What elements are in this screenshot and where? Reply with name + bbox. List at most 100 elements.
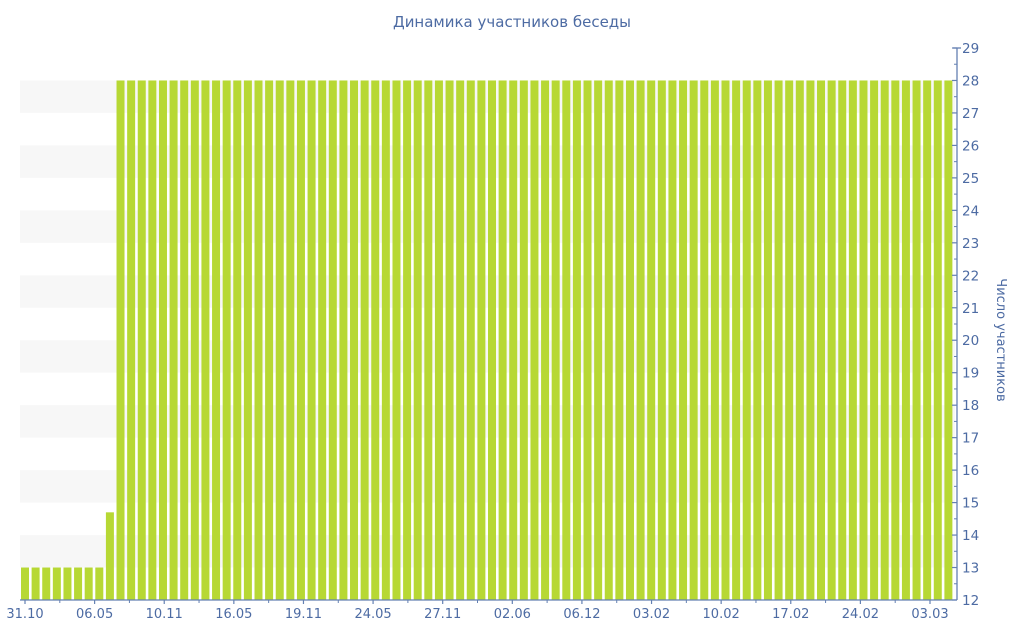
bar [63, 567, 72, 600]
bar [413, 80, 422, 601]
bar [732, 80, 741, 601]
bar [105, 512, 114, 600]
bar [95, 567, 104, 600]
bar [127, 80, 136, 601]
bar [774, 80, 783, 601]
x-tick-label: 02.06 [494, 607, 531, 622]
bar [817, 80, 826, 601]
bar [318, 80, 327, 601]
x-tick-label: 06.12 [563, 607, 600, 622]
bar [180, 80, 189, 601]
bar [710, 80, 719, 601]
bar [328, 80, 337, 601]
bar [615, 80, 624, 601]
bar [604, 80, 613, 601]
bar [445, 80, 454, 601]
y-tick-label: 21 [962, 301, 979, 317]
bar [381, 80, 390, 601]
bar [424, 80, 433, 601]
bar [456, 80, 465, 601]
bar [466, 80, 475, 601]
y-axis-title: Число участников [993, 278, 1008, 401]
y-tick-label: 29 [962, 41, 979, 57]
bar [265, 80, 274, 601]
x-tick-label: 19.11 [285, 607, 322, 622]
bar [243, 80, 252, 601]
x-tick-label: 10.11 [146, 607, 183, 622]
bar [901, 80, 910, 601]
bar [403, 80, 412, 601]
bar [753, 80, 762, 601]
bar [891, 80, 900, 601]
bar [52, 567, 61, 600]
bar [583, 80, 592, 601]
bar [116, 80, 125, 601]
x-tick-label: 10.02 [703, 607, 740, 622]
y-tick-label: 28 [962, 73, 979, 89]
x-tick-label: 24.05 [354, 607, 391, 622]
bar [137, 80, 146, 601]
bar [434, 80, 443, 601]
y-tick-label: 13 [962, 561, 979, 577]
bar [212, 80, 221, 601]
bar [848, 80, 857, 601]
bar [371, 80, 380, 601]
bar [148, 80, 157, 601]
y-tick-label: 23 [962, 236, 979, 252]
bar [594, 80, 603, 601]
bar [668, 80, 677, 601]
bar [307, 80, 316, 601]
y-tick-label: 18 [962, 398, 979, 414]
y-tick-label: 27 [962, 106, 979, 122]
bar [190, 80, 199, 601]
x-tick-label: 17.02 [772, 607, 809, 622]
bar [689, 80, 698, 601]
bar [625, 80, 634, 601]
y-tick-label: 17 [962, 431, 979, 447]
x-tick-label: 03.02 [633, 607, 670, 622]
bar [827, 80, 836, 601]
bar [254, 80, 263, 601]
y-tick-label: 26 [962, 138, 979, 154]
bar [795, 80, 804, 601]
bar [679, 80, 688, 601]
bar [636, 80, 645, 601]
bar [498, 80, 507, 601]
bar [657, 80, 666, 601]
bar [551, 80, 560, 601]
bar [763, 80, 772, 601]
x-tick-label: 24.02 [842, 607, 879, 622]
bar [859, 80, 868, 601]
bar [233, 80, 242, 601]
bar [923, 80, 932, 601]
bar [31, 567, 40, 600]
x-tick-label: 27.11 [424, 607, 461, 622]
x-tick-label: 03.03 [911, 607, 948, 622]
y-tick-label: 12 [962, 593, 979, 609]
bar [742, 80, 751, 601]
bar [541, 80, 550, 601]
x-tick-label: 06.05 [76, 607, 113, 622]
bar [530, 80, 539, 601]
bar [158, 80, 167, 601]
y-tick-label: 16 [962, 463, 979, 479]
bar [360, 80, 369, 601]
bar [488, 80, 496, 601]
bar [519, 80, 528, 601]
y-tick-label: 15 [962, 496, 979, 512]
y-tick-label: 24 [962, 203, 979, 219]
x-tick-label: 16.05 [215, 607, 252, 622]
x-tick-label: 31.10 [6, 607, 43, 622]
y-tick-label: 22 [962, 268, 979, 284]
bar [275, 80, 284, 601]
y-tick-label: 14 [962, 528, 979, 544]
bar [880, 80, 889, 601]
bar [222, 80, 231, 601]
bar [296, 80, 305, 601]
y-tick-label: 19 [962, 366, 979, 382]
bar [838, 80, 847, 601]
bar [806, 80, 815, 601]
bar [700, 80, 709, 601]
